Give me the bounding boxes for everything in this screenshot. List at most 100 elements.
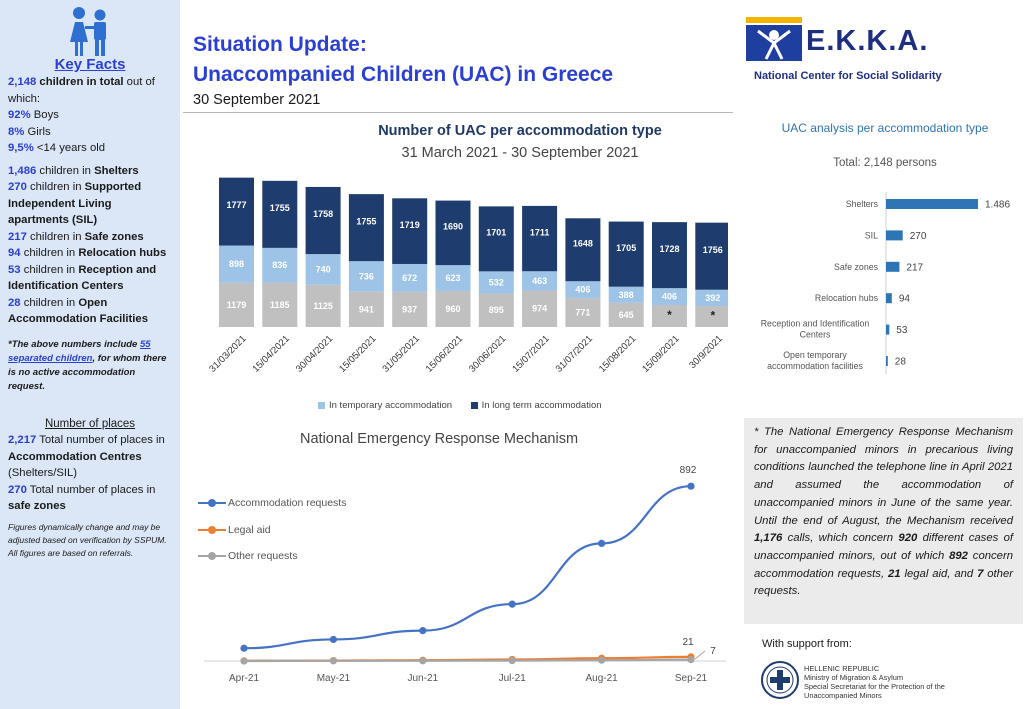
bar-label-temporary: 672 xyxy=(402,273,417,283)
line-chart-legend: Accommodation requests Legal aid Other r… xyxy=(198,490,346,570)
bar-label-other: 645 xyxy=(619,310,634,320)
bar-x-tick-label: 31/05/2021 xyxy=(380,333,421,374)
bar-segment-long-term xyxy=(219,177,254,246)
bar-segment-temporary xyxy=(392,263,428,292)
bar-label-other: 1185 xyxy=(270,300,290,310)
ekka-logo: E.K.K.A. National Center for Social Soli… xyxy=(742,17,982,87)
key-facts-sidebar: Key Facts 2,148 children in total out of… xyxy=(0,0,180,709)
legend-legal-aid: Legal aid xyxy=(198,517,346,544)
bar-label-temporary: 406 xyxy=(662,292,677,302)
shelters-fact: 1,486 children in Shelters xyxy=(8,164,139,177)
bar-label-long-term: 1755 xyxy=(270,203,290,213)
hbar-bar xyxy=(886,324,890,335)
figures-disclaimer: Figures dynamically change and may be ad… xyxy=(8,521,167,558)
bar-chart-title: Number of UAC per accommodation type xyxy=(378,123,662,139)
bar-segment-temporary xyxy=(262,247,298,283)
legend-swatch-temporary xyxy=(318,401,325,409)
bar-segment-long-term xyxy=(695,222,728,290)
point-accommodation-requests xyxy=(240,644,248,652)
bar-x-tick-label: 15/05/2021 xyxy=(337,333,378,374)
bar-x-tick-label: 31/03/2021 xyxy=(207,333,248,374)
header-divider xyxy=(183,112,733,113)
legend-accommodation-requests: Accommodation requests xyxy=(198,490,346,517)
support-label: With support from: xyxy=(762,638,852,650)
legend-label-temporary: In temporary accommodation xyxy=(329,400,453,411)
bar-label-long-term: 1690 xyxy=(443,222,463,232)
line-x-tick-label: May-21 xyxy=(317,673,351,684)
bar-label-long-term: 1728 xyxy=(659,244,679,254)
bar-label-other: 1125 xyxy=(313,301,333,311)
bar-segment-other xyxy=(522,290,558,327)
ekka-logo-text: E.K.K.A. xyxy=(806,25,929,57)
boys-fact: 92% Boys xyxy=(8,109,59,121)
point-other-requests xyxy=(687,656,695,664)
bar-x-tick-label: 15/06/2021 xyxy=(424,333,465,374)
bar-label-long-term: 1711 xyxy=(530,227,550,237)
bar-label-long-term: 1648 xyxy=(573,239,593,249)
under14-fact: 9,5% <14 years old xyxy=(8,142,106,154)
bar-segment-other xyxy=(219,282,254,327)
line-x-tick-label: Sep-21 xyxy=(675,673,708,684)
line-x-tick-label: Jun-21 xyxy=(408,673,439,684)
bar-x-tick-label: 15/09/2021 xyxy=(640,333,681,374)
bar-label-other: 960 xyxy=(445,304,460,314)
mechanism-footnote: * The National Emergency Response Mechan… xyxy=(744,418,1023,624)
hbar-category-label: Reception and Identification Centers xyxy=(761,319,870,340)
data-label-accommodation: 892 xyxy=(680,465,697,476)
sil-fact: 270 children in Supported Independent Li… xyxy=(8,181,142,226)
bar-label-long-term: 1758 xyxy=(313,209,333,219)
line-chart-title: National Emergency Response Mechanism xyxy=(300,431,579,447)
data-label-leader xyxy=(694,650,706,660)
bar-label-other: * xyxy=(710,309,715,323)
response-line-chart: Apr-21 May-21 Jun-21 Jul-21 Aug-21 Sep-21 892 2… xyxy=(204,465,726,684)
bar-segment-other xyxy=(478,293,514,327)
data-label-other-requests: 7 xyxy=(710,646,716,657)
hbar-value-label: 94 xyxy=(899,294,911,305)
legend-swatch-long-term xyxy=(470,401,478,409)
bar-segment-temporary xyxy=(522,271,558,291)
hbar-chart-subtitle: Total: 2,148 persons xyxy=(833,157,937,169)
ekka-emblem-icon xyxy=(746,17,802,61)
bar-label-long-term: 1777 xyxy=(226,200,246,210)
bar-segment-long-term xyxy=(435,200,471,266)
bar-segment-long-term xyxy=(522,205,558,272)
bar-label-other: * xyxy=(667,308,672,322)
hbar-bar xyxy=(886,293,892,304)
bar-label-temporary: 740 xyxy=(316,264,331,274)
bar-segment-temporary xyxy=(348,261,384,292)
children-icon xyxy=(70,7,106,56)
line-x-tick-label: Apr-21 xyxy=(229,673,259,684)
bar-label-temporary: 898 xyxy=(229,259,244,269)
total-children-fact: 2,148 children in total out of which: xyxy=(8,76,155,105)
point-accommodation-requests xyxy=(419,627,427,635)
bar-segment-other xyxy=(305,284,341,327)
hbar-chart-title: UAC analysis per accommodation type xyxy=(781,121,989,135)
girls-fact: 8% Girls xyxy=(8,125,51,138)
bar-label-other: 941 xyxy=(359,304,374,314)
bar-x-tick-label: 15/08/2021 xyxy=(597,333,638,374)
bar-segment-long-term xyxy=(262,180,298,248)
bar-label-temporary: 392 xyxy=(705,293,720,303)
bar-segment-temporary xyxy=(652,288,687,305)
bar-label-other: 1179 xyxy=(227,300,247,310)
bar-label-long-term: 1701 xyxy=(486,228,506,238)
bar-segment-other xyxy=(435,291,471,327)
hbar-bar xyxy=(886,356,888,366)
data-label-legal-aid: 21 xyxy=(682,637,694,648)
ekka-subtitle: National Center for Social Solidarity xyxy=(754,70,942,82)
accommodation-hbar-chart: 1.486 Shelters 270 SIL 217 Safe zones 94 Reloca… xyxy=(761,192,1010,374)
hbar-bar xyxy=(886,261,900,272)
bar-chart-legend: In temporary accommodation In long term … xyxy=(318,400,602,411)
bar-label-long-term: 1705 xyxy=(616,243,636,253)
bar-segment-long-term xyxy=(392,198,428,264)
point-other-requests xyxy=(329,657,337,665)
bar-segment-other xyxy=(608,302,644,327)
bar-label-temporary: 388 xyxy=(619,290,634,300)
places-title: Number of places xyxy=(44,417,136,430)
point-accommodation-requests xyxy=(508,600,516,608)
hellenic-republic-emblem-icon xyxy=(761,661,799,699)
bar-segment-long-term xyxy=(652,222,687,289)
bar-segment-temporary xyxy=(608,286,644,303)
page-title-line1: Situation Update: xyxy=(193,33,367,56)
bar-label-long-term: 1755 xyxy=(356,216,376,226)
